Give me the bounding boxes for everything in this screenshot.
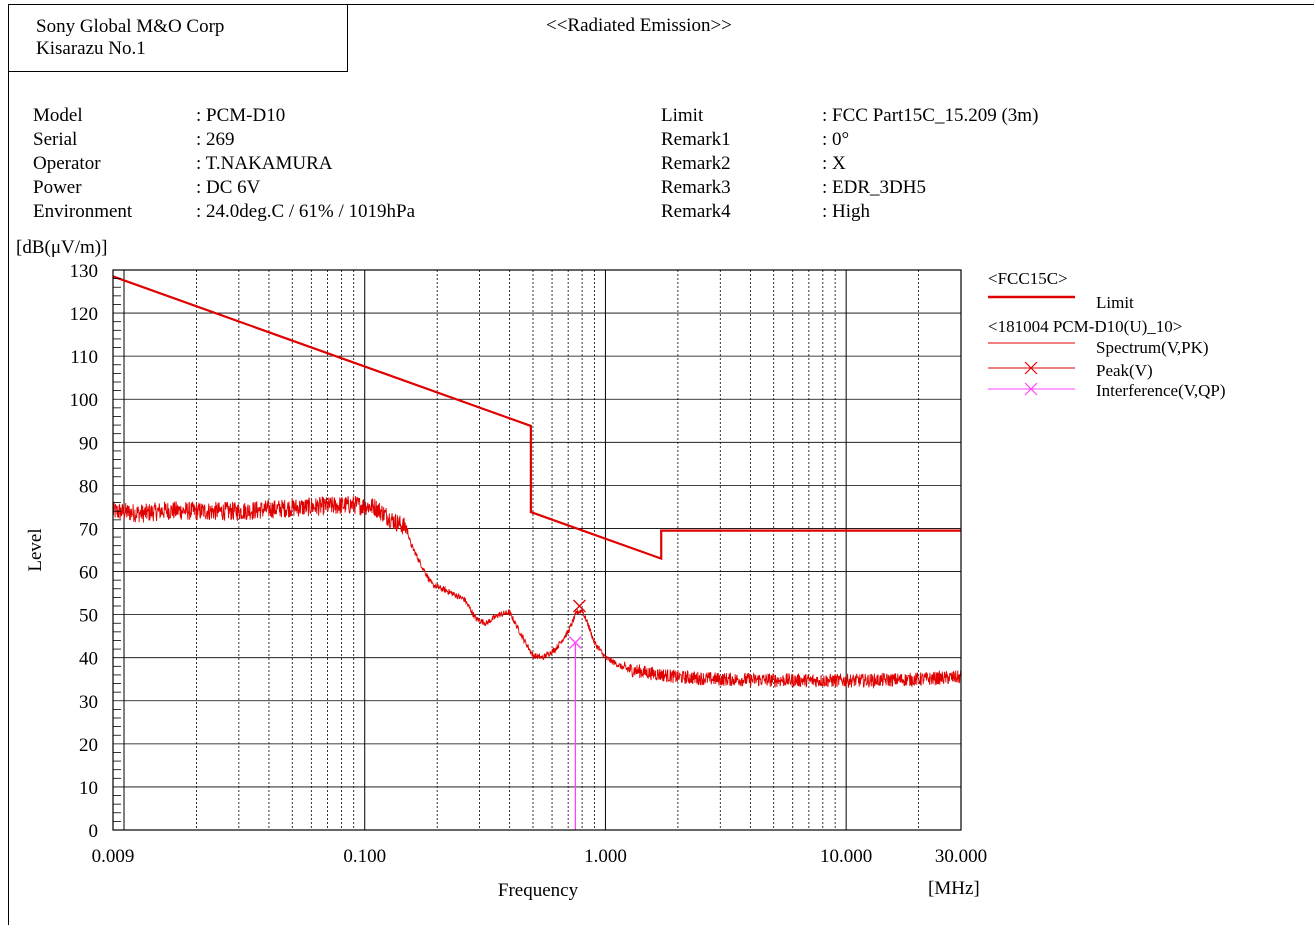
info-value: : DC 6V bbox=[196, 177, 261, 198]
legend-group-measurement: <181004 PCM-D10(U)_10> bbox=[988, 317, 1182, 336]
series-layer bbox=[112, 275, 962, 689]
info-value: : 269 bbox=[196, 129, 235, 150]
y-tick-label: 40 bbox=[79, 649, 98, 670]
info-label: Power bbox=[33, 177, 82, 198]
y-tick-label: 110 bbox=[70, 347, 98, 368]
y-tick-label: 50 bbox=[79, 606, 98, 627]
report-title: <<Radiated Emission>> bbox=[546, 15, 732, 36]
y-tick-label: 10 bbox=[79, 778, 98, 799]
legend-limit-label: Limit bbox=[1096, 293, 1134, 312]
y-unit-label: [dB(μV/m)] bbox=[16, 237, 107, 258]
x-tick-label: 10.000 bbox=[820, 846, 872, 867]
info-label: Operator bbox=[33, 153, 101, 174]
grid bbox=[113, 270, 961, 830]
info-value: : High bbox=[822, 201, 871, 222]
info-label: Remark2 bbox=[661, 153, 731, 174]
info-value: : X bbox=[822, 153, 846, 174]
x-tick-label: 0.100 bbox=[343, 846, 386, 867]
interference-marker bbox=[568, 636, 582, 650]
info-value: : 24.0deg.C / 61% / 1019hPa bbox=[196, 201, 416, 222]
y-tick-label: 90 bbox=[79, 433, 98, 454]
report-frame bbox=[8, 4, 1314, 925]
legend: <FCC15C> Limit <181004 PCM-D10(U)_10> Sp… bbox=[988, 269, 1225, 400]
info-row-model: Model : PCM-D10 bbox=[33, 104, 415, 128]
marker-layer bbox=[568, 599, 586, 830]
y-tick-label: 20 bbox=[79, 735, 98, 756]
info-left: Model : PCM-D10 Serial : 269 Operator : … bbox=[33, 104, 415, 224]
info-row-remark1: Remark1 : 0° bbox=[661, 128, 1038, 152]
limit-line bbox=[112, 275, 961, 561]
info-right: Limit : FCC Part15C_15.209 (3m) Remark1 … bbox=[661, 104, 1038, 224]
legend-peak-cross-icon bbox=[1024, 361, 1038, 375]
info-label: Remark3 bbox=[661, 177, 731, 198]
info-row-power: Power : DC 6V bbox=[33, 176, 415, 200]
y-tick-label: 30 bbox=[79, 692, 98, 713]
info-label: Remark1 bbox=[661, 129, 731, 150]
info-value: : FCC Part15C_15.209 (3m) bbox=[822, 105, 1039, 126]
legend-spectrum-label: Spectrum(V,PK) bbox=[1096, 338, 1209, 357]
y-tick-label: 60 bbox=[79, 563, 98, 584]
x-axis-label: Frequency bbox=[498, 880, 579, 901]
info-label: Remark4 bbox=[661, 201, 731, 222]
x-unit-label: [MHz] bbox=[928, 878, 980, 899]
info-value: : EDR_3DH5 bbox=[822, 177, 926, 198]
y-tick-label: 70 bbox=[79, 519, 98, 540]
x-tick-label: 0.009 bbox=[92, 846, 135, 867]
info-row-serial: Serial : 269 bbox=[33, 128, 415, 152]
info-value: : PCM-D10 bbox=[196, 105, 286, 126]
tick-layer: 0 10 20 30 40 50 60 70 80 90 100 110 120 130 0.009 0.10… bbox=[70, 261, 988, 867]
spectrum-trace bbox=[112, 495, 962, 689]
y-tick-label: 100 bbox=[70, 390, 99, 411]
legend-peak-label: Peak(V) bbox=[1096, 361, 1153, 380]
info-value: : T.NAKAMURA bbox=[196, 153, 333, 174]
legend-group-limit: <FCC15C> bbox=[988, 269, 1068, 288]
y-tick-label: 80 bbox=[79, 476, 98, 497]
company-box: Sony Global M&O Corp Kisarazu No.1 bbox=[8, 4, 348, 72]
info-row-remark2: Remark2 : X bbox=[661, 152, 1038, 176]
company-site: Kisarazu No.1 bbox=[36, 38, 146, 59]
info-label: Environment bbox=[33, 201, 133, 222]
info-row-environment: Environment : 24.0deg.C / 61% / 1019hPa bbox=[33, 200, 415, 224]
info-row-remark4: Remark4 : High bbox=[661, 200, 1038, 224]
company-name: Sony Global M&O Corp bbox=[36, 16, 225, 37]
x-tick-label: 30.000 bbox=[935, 846, 987, 867]
info-row-limit: Limit : FCC Part15C_15.209 (3m) bbox=[661, 104, 1038, 128]
info-row-remark3: Remark3 : EDR_3DH5 bbox=[661, 176, 1038, 200]
info-value: : 0° bbox=[822, 129, 850, 150]
y-axis-label: Level bbox=[25, 528, 46, 571]
y-tick-label: 120 bbox=[70, 304, 99, 325]
x-tick-label: 1.000 bbox=[584, 846, 627, 867]
legend-interference-cross-icon bbox=[1024, 382, 1038, 396]
info-label: Limit bbox=[661, 105, 704, 126]
peak-marker bbox=[573, 599, 586, 613]
info-label: Model bbox=[33, 105, 83, 126]
info-label: Serial bbox=[33, 129, 78, 150]
y-tick-label: 0 bbox=[89, 821, 99, 842]
plot-border bbox=[112, 269, 962, 831]
y-tick-label: 130 bbox=[70, 261, 99, 282]
info-row-operator: Operator : T.NAKAMURA bbox=[33, 152, 415, 176]
legend-interference-label: Interference(V,QP) bbox=[1096, 381, 1225, 400]
